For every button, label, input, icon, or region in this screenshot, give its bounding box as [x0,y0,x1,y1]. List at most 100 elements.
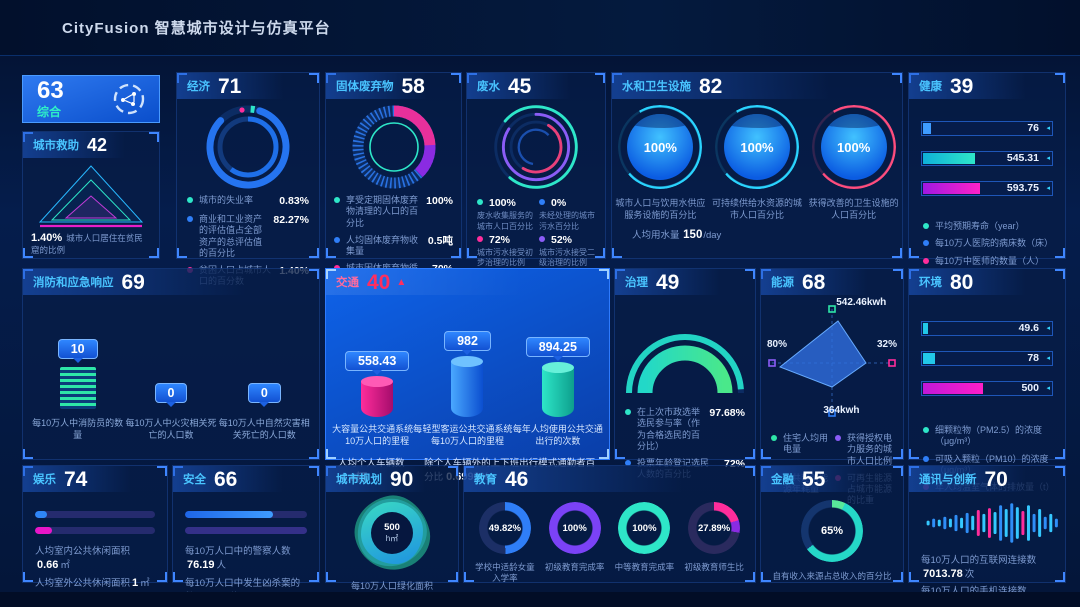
panel-wastewater[interactable]: 废水 45 100% 废水收集服务的城市人口百分比 0% 未经处理的城市污水百分比 … [466,72,606,267]
legend-item: 平均预期寿命（year） [923,221,1051,232]
water-usage-stat: 人均用水量 150/day [632,229,722,242]
liquid-gauge: 100% 城市人口与饮用水供应服务设施的百分比 [612,105,708,221]
legend-item: 细颗粒物（PM2.5）的浓度（μg/m³） [923,425,1051,448]
footer-band [0,592,1080,607]
legend-item: 每10万中医师的数量（人） [923,256,1051,267]
panel-title: 通讯与创新 [919,474,977,486]
progress-outdoor [35,527,155,534]
legend-item: 获得授权电力服务的城市人口比例 [835,433,893,467]
liquid-gauge: 100% 可持续供给水资源的城市人口百分比 [709,105,805,221]
panel-economy[interactable]: 经济 71 城市的失业率 0.83% 商业和工业资产的评估值占全部资产的总评估值的… [176,72,320,286]
triangle-chart [38,165,144,228]
panel-score: 40 [367,270,391,294]
legend-item: 100% 废水收集服务的城市人口百分比 [477,197,533,231]
finance-donut: 65% [801,500,863,562]
legend-dot [334,236,340,243]
panel-governance[interactable]: 治理 49 在上次市政选举选民参与率（作为合格选民的百分比） 97.68% 投票年… [614,268,756,479]
value-bubble: 982 [444,331,491,351]
green-area-blob-chart: 500 h㎡ [347,488,437,578]
value-bubble: 894.25 [525,337,590,357]
stat-line: 人均室内公共休闲面积0.66 ㎡ [35,546,131,571]
panel-title: 水和卫生设施 [622,81,691,93]
bar-marker-icon: ◂ [1046,185,1050,192]
app-header: CityFusion 智慧城市设计与仿真平台 [0,0,1080,56]
panel-title: 环境 [919,277,942,289]
panel-score: 82 [699,74,723,98]
app-title: CityFusion 智慧城市设计与仿真平台 [62,20,331,37]
bar-physicians: 593.75 ◂ [921,181,1053,196]
panel-title: 教育 [474,474,497,486]
traffic-metric: 558.43 [332,351,422,417]
panel-title: 金融 [771,474,794,486]
legend-item: 0% 未经处理的城市污水百分比 [539,197,595,231]
panel-score: 49 [656,270,680,294]
panel-energy[interactable]: 能源 68 542.46kwh 80% 32% 364kwh 住宅人均用电量 获… [760,268,904,505]
panel-solid-waste[interactable]: 固体废弃物 58 享受定期固体废弃物清理的人口的百分比 100% 人均固体废弃物收… [325,72,462,285]
panel-education[interactable]: 教育 46 49.82% 学校中适龄女童入学率 100% 初级教育完成率 100% 中… [463,465,756,583]
panel-score: 69 [121,270,145,294]
panel-communication[interactable]: 通讯与创新 70 每10万人口的互联网连接数7013.78次 每10万人口的手机… [908,465,1066,607]
wastewater-rings-chart [494,105,578,189]
panel-title: 治理 [625,277,648,289]
bar-marker-icon: ◂ [1046,385,1050,392]
value-bubble: 558.43 [345,351,410,371]
composite-icon [113,83,145,115]
panel-environment[interactable]: 环境 80 49.6 ◂ 78 ◂ 500 ◂ 细颗粒物（PM2.5）的浓度（μg/m… [908,268,1066,492]
panel-finance[interactable]: 金融 55 65% 自有收入来源占总收入的百分比 [760,465,904,583]
legend-item: 52% 城市污水接受二级治理的比例 [539,233,595,268]
panel-title: 交通 [336,277,359,289]
panel-score: 58 [401,74,425,98]
education-donut: 27.89% 初级教育师生比 [681,502,747,573]
liquid-gauge: 100% 获得改善的卫生设施的人口百分比 [806,105,902,221]
cylinder-chart [451,356,484,417]
panel-recreation[interactable]: 娱乐 74 人均室内公共休闲面积0.66 ㎡ 人均室外公共休闲面积 1 ㎡ [22,465,168,589]
bar-greenhouse: 500 ◂ [921,381,1053,396]
legend-dot [771,435,777,441]
progress-police [185,511,307,518]
fire-metric: 10 每10万人中消防员的数量 [32,338,124,441]
bar-marker-icon: ◂ [1046,155,1050,162]
legend-dot [923,257,929,264]
legend-dot [625,460,631,466]
progress-indoor [35,511,155,518]
panel-score: 66 [214,467,238,491]
cylinder-chart [361,376,394,417]
composite-score: 63 [37,76,64,104]
legend-item: 城市的失业率 0.83% [187,195,309,208]
value-bubble: 10 [57,338,98,359]
legend-dot [923,427,929,433]
panel-water-sanitation[interactable]: 水和卫生设施 82 100% 城市人口与饮用水供应服务设施的百分比 100% 可… [611,72,903,259]
bar-life-expectancy: 76 ◂ [921,121,1053,136]
panel-score: 39 [950,74,974,98]
rescue-stat: 1.40% 城市人口居住在贫民窟的比例 [23,232,159,256]
stat-line: 人均室外公共休闲面积 1 ㎡ [35,577,150,589]
traffic-metric: 894.25 [513,337,603,417]
legend-item: 商业和工业资产的评估值占全部资产的总评估值的百分比 82.27% [187,214,309,259]
panel-health[interactable]: 健康 39 76 ◂ 545.31 ◂ 593.75 ◂ 平均预期寿命（year） 每… [908,72,1066,266]
rescue-stat-label: 城市人口居住在贫民窟的比例 [31,233,143,255]
panel-city-rescue[interactable]: 城市救助 42 1.40% 城市人口居住在贫民窟的比例 [22,131,160,259]
fire-metric: 0 每10万人中自然灾害相关死亡的人口数 [218,382,310,441]
panel-traffic[interactable]: 交通 40 ▲ 558.43 982 894.25 大容量公共交通系统每10万人… [325,268,610,484]
composite-label: 综合 [37,104,62,119]
waveform-chart [926,503,1058,543]
legend-item: 72% 城市污水接受初步治理的比例 [477,233,533,268]
panel-title: 消防和应急响应 [33,277,114,289]
legend-dot [477,199,483,205]
panel-urban-planning[interactable]: 城市规划 90 500 h㎡ 每10万人口绿化面积 [325,465,459,591]
legend-dot [923,240,929,247]
progress-homicide [185,527,307,534]
panel-score: 68 [802,270,826,294]
panel-title: 城市救助 [33,140,79,152]
panel-fire-emergency[interactable]: 消防和应急响应 69 10 每10万人中消防员的数量 0 每10万人中火灾相关死… [22,268,320,460]
legend-dot [923,223,929,229]
panel-safety[interactable]: 安全 66 每10万人口中的警察人数76.19人 每10万人口中发生凶杀案的数量… [172,465,320,603]
fire-metric: 0 每10万人中火灾相关死亡的人口数 [125,382,217,441]
bar-pm10: 78 ◂ [921,351,1053,366]
panel-composite[interactable]: 63 综合 [22,75,160,123]
legend-item: 人均固体废弃物收集量 0.5吨 [334,235,453,258]
value-bubble: 0 [154,382,188,403]
traffic-metric: 982 [422,331,512,417]
cylinder-chart [541,362,574,417]
trend-up-icon: ▲ [396,276,407,288]
